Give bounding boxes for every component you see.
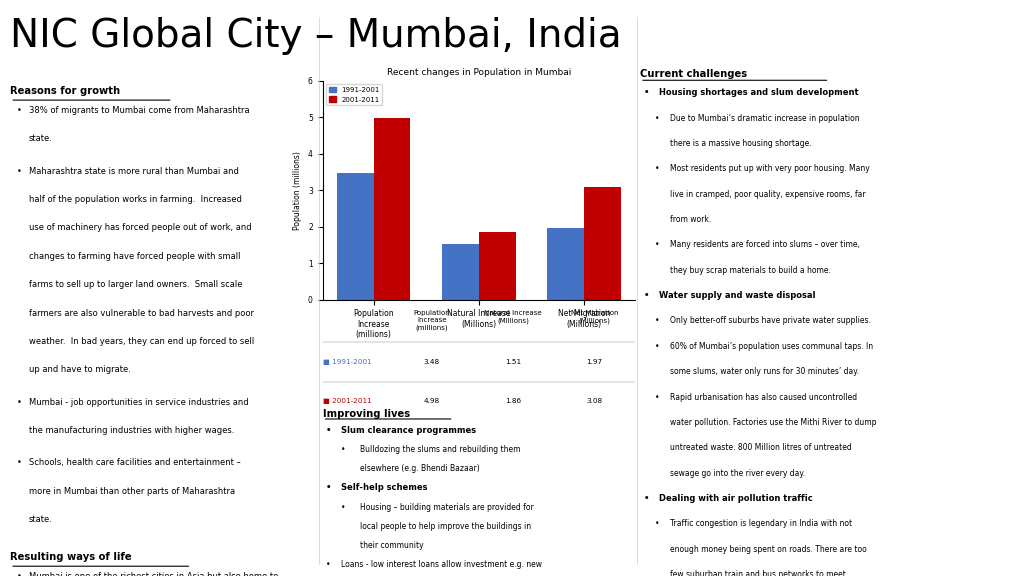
Legend: 1991-2001, 2001-2011: 1991-2001, 2001-2011 xyxy=(326,84,382,105)
Text: •: • xyxy=(655,519,659,528)
Text: enough money being spent on roads. There are too: enough money being spent on roads. There… xyxy=(671,544,867,554)
Bar xyxy=(479,232,515,300)
Text: Traffic congestion is legendary in India with not: Traffic congestion is legendary in India… xyxy=(671,519,852,528)
Text: •: • xyxy=(16,572,22,576)
Text: 1.97: 1.97 xyxy=(586,359,602,365)
Text: ■ 2001-2011: ■ 2001-2011 xyxy=(323,399,372,404)
Text: •: • xyxy=(644,494,649,503)
Text: Housing – building materials are provided for: Housing – building materials are provide… xyxy=(360,502,534,511)
Text: •: • xyxy=(644,88,649,97)
Text: farms to sell up to larger land owners.  Small scale: farms to sell up to larger land owners. … xyxy=(29,281,243,289)
Text: elsewhere (e.g. Bhendi Bazaar): elsewhere (e.g. Bhendi Bazaar) xyxy=(360,464,480,473)
Text: Net Migration
(Millions): Net Migration (Millions) xyxy=(570,310,618,324)
Text: 4.98: 4.98 xyxy=(424,399,440,404)
Text: Loans - low interest loans allow investment e.g. new: Loans - low interest loans allow investm… xyxy=(341,560,543,569)
Text: Maharashtra state is more rural than Mumbai and: Maharashtra state is more rural than Mum… xyxy=(29,166,239,176)
Text: sewage go into the river every day.: sewage go into the river every day. xyxy=(671,468,806,478)
Text: Self-help schemes: Self-help schemes xyxy=(341,483,428,492)
Text: weather.  In bad years, they can end up forced to sell: weather. In bad years, they can end up f… xyxy=(29,337,254,346)
Text: •: • xyxy=(655,316,659,325)
Text: Improving lives: Improving lives xyxy=(323,409,410,419)
Text: half of the population works in farming.  Increased: half of the population works in farming.… xyxy=(29,195,242,204)
Text: •: • xyxy=(326,483,331,492)
Text: 1.51: 1.51 xyxy=(505,359,521,365)
Text: they buy scrap materials to build a home.: they buy scrap materials to build a home… xyxy=(671,266,831,275)
Text: •: • xyxy=(16,458,22,468)
Text: •: • xyxy=(655,342,659,351)
Text: Mumbai - job opportunities in service industries and: Mumbai - job opportunities in service in… xyxy=(29,398,249,407)
Text: from work.: from work. xyxy=(671,215,712,224)
Text: •: • xyxy=(16,106,22,115)
Text: more in Mumbai than other parts of Maharashtra: more in Mumbai than other parts of Mahar… xyxy=(29,487,236,496)
Text: Resulting ways of life: Resulting ways of life xyxy=(10,552,132,563)
Text: changes to farming have forced people with small: changes to farming have forced people wi… xyxy=(29,252,241,261)
Text: up and have to migrate.: up and have to migrate. xyxy=(29,366,131,374)
Text: •: • xyxy=(16,166,22,176)
Text: Natural Increase
(Millions): Natural Increase (Millions) xyxy=(484,310,542,324)
Text: use of machinery has forced people out of work, and: use of machinery has forced people out o… xyxy=(29,223,252,233)
Text: •: • xyxy=(655,164,659,173)
Y-axis label: Population (millions): Population (millions) xyxy=(294,151,302,229)
Text: 3.08: 3.08 xyxy=(586,399,602,404)
Text: Dealing with air pollution traffic: Dealing with air pollution traffic xyxy=(659,494,813,503)
Text: NIC Global City – Mumbai, India: NIC Global City – Mumbai, India xyxy=(10,17,622,55)
Text: Schools, health care facilities and entertainment –: Schools, health care facilities and ente… xyxy=(29,458,241,468)
Text: Population
Increase
(millions): Population Increase (millions) xyxy=(414,310,451,331)
Text: local people to help improve the buildings in: local people to help improve the buildin… xyxy=(360,522,531,530)
Text: water pollution. Factories use the Mithi River to dump: water pollution. Factories use the Mithi… xyxy=(671,418,877,427)
Text: Reasons for growth: Reasons for growth xyxy=(10,86,121,96)
Text: Slum clearance programmes: Slum clearance programmes xyxy=(341,426,476,435)
Text: Current challenges: Current challenges xyxy=(640,69,748,79)
Text: 38% of migrants to Mumbai come from Maharashtra: 38% of migrants to Mumbai come from Maha… xyxy=(29,106,250,115)
Text: state.: state. xyxy=(29,134,53,143)
Text: •: • xyxy=(655,392,659,401)
Text: Most residents put up with very poor housing. Many: Most residents put up with very poor hou… xyxy=(671,164,870,173)
Bar xyxy=(374,118,411,300)
Text: some slums, water only runs for 30 minutes’ day.: some slums, water only runs for 30 minut… xyxy=(671,367,859,376)
Text: Water supply and waste disposal: Water supply and waste disposal xyxy=(659,291,815,300)
Text: there is a massive housing shortage.: there is a massive housing shortage. xyxy=(671,139,812,148)
Text: Housing shortages and slum development: Housing shortages and slum development xyxy=(659,88,858,97)
Text: •: • xyxy=(341,502,346,511)
Bar xyxy=(337,173,374,300)
Text: •: • xyxy=(341,445,346,454)
Text: 3.48: 3.48 xyxy=(424,359,440,365)
Text: 60% of Mumbai’s population uses communal taps. In: 60% of Mumbai’s population uses communal… xyxy=(671,342,873,351)
Text: Rapid urbanisation has also caused uncontrolled: Rapid urbanisation has also caused uncon… xyxy=(671,392,857,401)
Text: •: • xyxy=(655,113,659,123)
Text: Many residents are forced into slums – over time,: Many residents are forced into slums – o… xyxy=(671,240,860,249)
Text: ■ 1991-2001: ■ 1991-2001 xyxy=(323,359,372,365)
Title: Recent changes in Population in Mumbai: Recent changes in Population in Mumbai xyxy=(386,68,571,77)
Bar xyxy=(442,244,479,300)
Bar xyxy=(547,228,584,300)
Text: farmers are also vulnerable to bad harvests and poor: farmers are also vulnerable to bad harve… xyxy=(29,309,254,318)
Text: •: • xyxy=(326,560,330,569)
Text: •: • xyxy=(16,398,22,407)
Text: untreated waste. 800 Million litres of untreated: untreated waste. 800 Million litres of u… xyxy=(671,443,852,452)
Text: few suburban train and bus networks to meet: few suburban train and bus networks to m… xyxy=(671,570,846,576)
Text: live in cramped, poor quality, expensive rooms, far: live in cramped, poor quality, expensive… xyxy=(671,190,866,199)
Text: •: • xyxy=(326,426,331,435)
Text: •: • xyxy=(644,291,649,300)
Text: their community: their community xyxy=(360,541,424,550)
Text: Bulldozing the slums and rebuilding them: Bulldozing the slums and rebuilding them xyxy=(360,445,520,454)
Text: state.: state. xyxy=(29,516,53,524)
Bar xyxy=(584,187,621,300)
Text: Due to Mumbai’s dramatic increase in population: Due to Mumbai’s dramatic increase in pop… xyxy=(671,113,860,123)
Text: Mumbai is one of the richest cities in Asia but also home to: Mumbai is one of the richest cities in A… xyxy=(29,572,279,576)
Text: the manufacturing industries with higher wages.: the manufacturing industries with higher… xyxy=(29,426,234,435)
Text: Only better-off suburbs have private water supplies.: Only better-off suburbs have private wat… xyxy=(671,316,871,325)
Text: 1.86: 1.86 xyxy=(505,399,521,404)
Text: •: • xyxy=(655,240,659,249)
